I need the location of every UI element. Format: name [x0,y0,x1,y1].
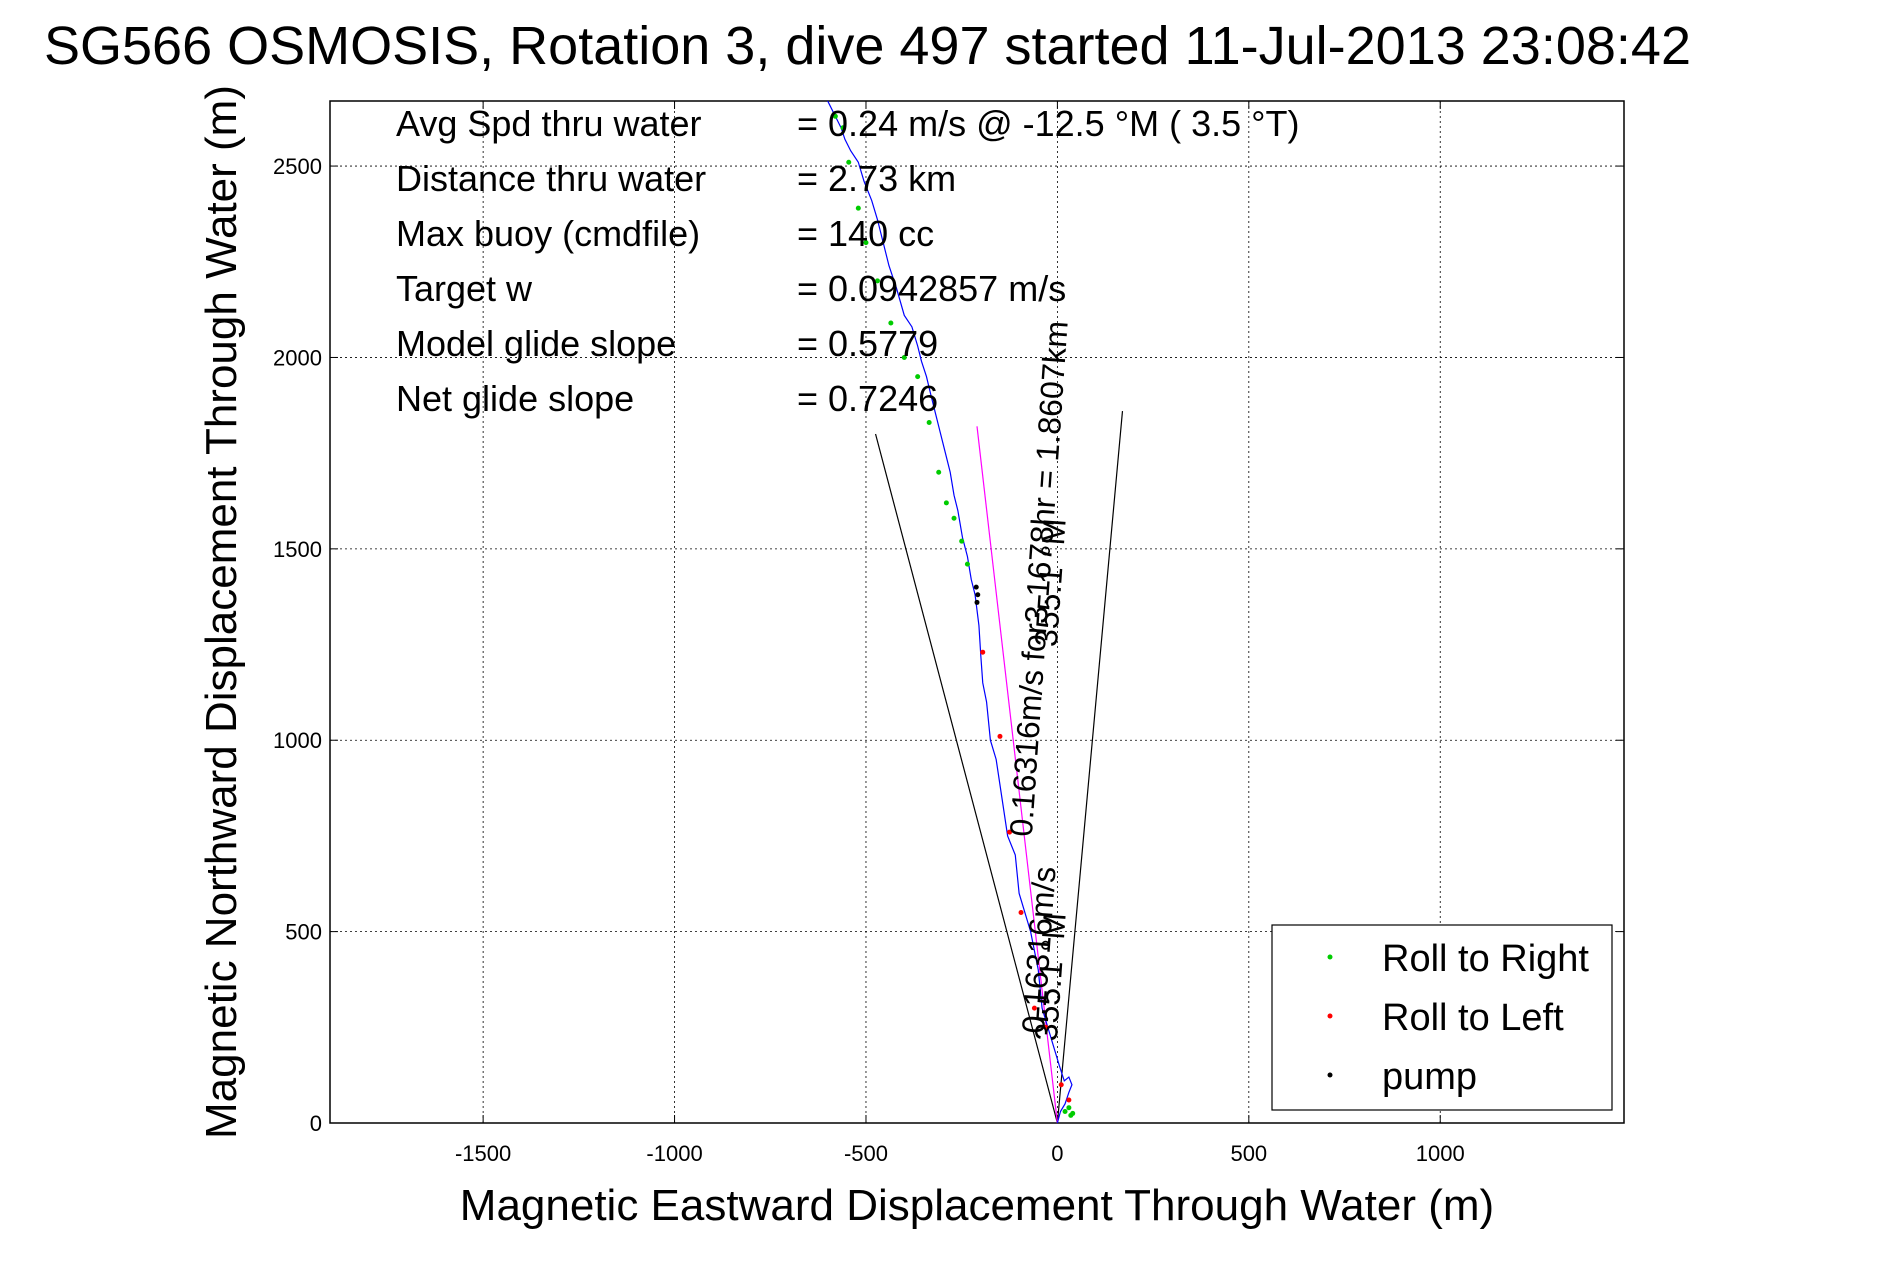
point-roll-to-left [1066,1097,1072,1103]
x-tick-label: -1500 [455,1141,511,1166]
legend-label: Roll to Left [1382,997,1564,1039]
cone-lines [874,410,1124,1124]
x-tick-label: -1000 [646,1141,702,1166]
point-roll-to-right [1066,1105,1072,1111]
stat-label: Model glide slope [396,323,676,364]
y-tick-label: 2000 [273,345,322,370]
point-roll-to-right [915,374,921,380]
point-roll-to-right [855,205,861,211]
y-tick-label: 1500 [273,537,322,562]
stat-value: = 2.73 km [797,158,956,199]
point-pump [974,599,980,605]
point-roll-to-left [1031,1005,1037,1011]
point-roll-to-right [943,500,949,506]
point-roll-to-right [863,240,869,246]
point-roll-to-right [1062,1109,1068,1115]
y-tick-label: 500 [285,920,322,945]
stat-label: Max buoy (cmdfile) [396,213,700,254]
cone-line [1056,410,1124,1124]
vector-annotation: 355.1 °M [1028,911,1073,1042]
chart-title: SG566 OSMOSIS, Rotation 3, dive 497 star… [44,16,1691,76]
x-tick-label: 1000 [1416,1141,1465,1166]
legend-label: pump [1382,1056,1477,1098]
point-roll-to-right [874,278,880,284]
net-vector-line [976,426,1058,1124]
stat-value: = 0.24 m/s @ -12.5 °M ( 3.5 °T) [797,103,1300,144]
point-roll-to-right [840,125,846,131]
y-tick-label: 2500 [273,154,322,179]
x-axis-ticks: -1500 -1000 -500 0 500 1000 [455,101,1465,1166]
point-pump [973,584,979,590]
legend-marker [1327,1013,1333,1019]
stat-value: = 0.7246 [797,378,938,419]
point-roll-to-right [888,320,894,326]
point-roll-to-left [1007,829,1013,835]
vector-annotation: 355.1 °M [1028,517,1073,648]
x-axis-label: Magnetic Eastward Displacement Through W… [460,1181,1494,1230]
legend-marker [1327,954,1333,960]
y-axis-ticks: 0 500 1000 1500 2000 2500 [273,154,1624,1136]
point-roll-to-right [1070,1110,1076,1116]
point-pump [975,592,981,598]
point-roll-to-right [936,469,942,475]
glide-track-line [827,100,1073,1124]
legend-marker [1327,1072,1333,1078]
point-roll-to-left [980,649,986,655]
x-tick-label: 0 [1051,1141,1063,1166]
point-roll-to-right [901,354,907,360]
point-roll-to-left [1058,1082,1064,1088]
stat-value: = 140 cc [797,213,934,254]
point-roll-to-right [964,561,970,567]
glide-track [827,100,1073,1124]
point-roll-to-left [1043,1024,1049,1030]
y-tick-label: 1000 [273,728,322,753]
net-displacement-vector [976,426,1058,1124]
y-tick-label: 0 [310,1111,322,1136]
point-roll-to-right [832,113,838,119]
x-tick-label: 500 [1230,1141,1267,1166]
stat-value: = 0.0942857 m/s [797,268,1066,309]
stat-label: Target w [396,268,533,309]
stat-value: = 0.5779 [797,323,938,364]
stat-label: Avg Spd thru water [396,103,702,144]
stat-label: Net glide slope [396,378,634,419]
marker-points [832,113,1076,1118]
legend-items: Roll to Right Roll to Left pump [1327,938,1589,1098]
x-tick-label: -500 [844,1141,888,1166]
point-roll-to-left [997,733,1003,739]
point-roll-to-right [846,159,852,165]
legend: Roll to Right Roll to Left pump [1271,924,1613,1111]
point-roll-to-left [1018,909,1024,915]
point-roll-to-right [959,538,965,544]
point-roll-to-right [951,515,957,521]
stats-block: Avg Spd thru water = 0.24 m/s @ -12.5 °M … [396,103,1300,419]
point-roll-to-right [926,420,932,426]
legend-label: Roll to Right [1382,938,1589,980]
stat-label: Distance thru water [396,158,706,199]
y-axis-label: Magnetic Northward Displacement Through … [197,85,246,1139]
cone-line [874,433,1058,1124]
